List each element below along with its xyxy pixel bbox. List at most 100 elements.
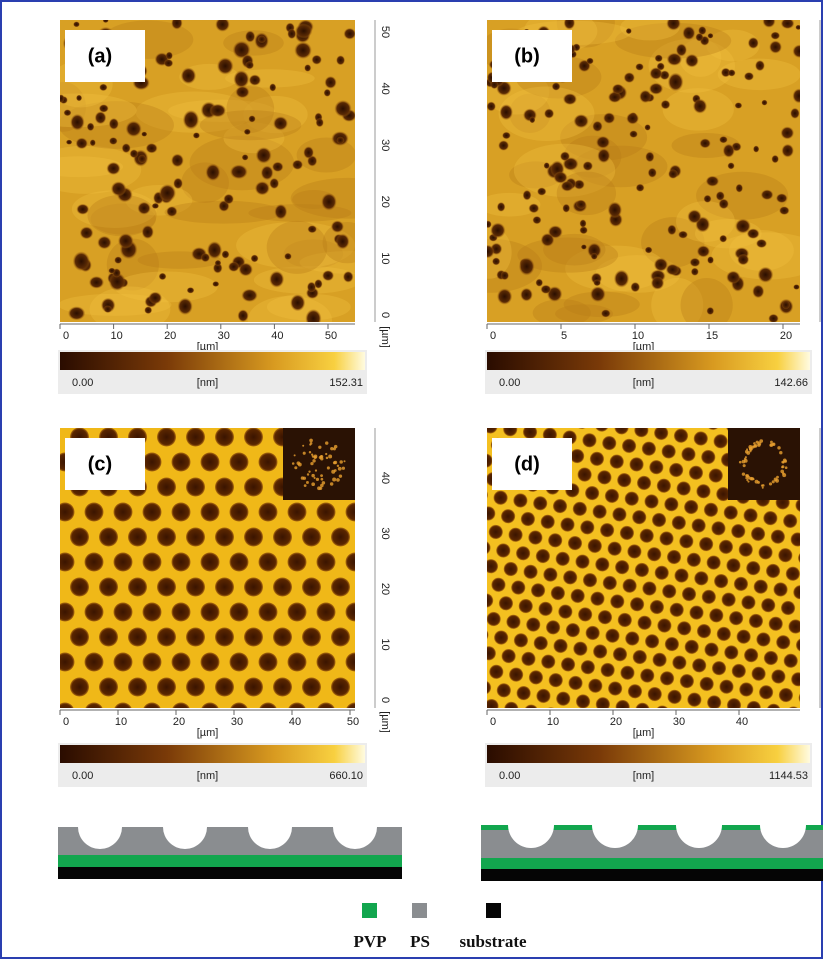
pore [336,55,345,65]
pore [593,279,601,286]
fft-dot [317,486,321,490]
pore [561,181,574,192]
pore [97,236,111,249]
pore [792,44,806,58]
fft-dot [774,478,778,482]
x-tick-label: 0 [63,330,69,342]
pore [748,37,759,49]
pore [103,18,109,23]
fft-dot [308,471,310,473]
pore [108,268,115,274]
x-tick-label: 10 [547,716,559,728]
pore [576,200,587,209]
fft-dot [334,445,338,449]
pore [241,289,258,302]
pore [535,279,543,287]
pore [719,235,727,243]
fft-dot [739,461,742,464]
pore [255,181,270,195]
fft-inset [728,428,800,500]
pore [487,101,496,111]
pore [118,233,134,249]
pore [795,25,801,30]
x-tick-label: 40 [271,330,283,342]
fft-dot [747,481,749,483]
pore [87,123,95,132]
pore [762,15,775,28]
pore [215,260,222,266]
pore [230,164,248,179]
pore [242,154,249,160]
pore [109,137,118,145]
pore [590,286,606,302]
panel-label: (c) [88,453,112,475]
colorbar-min: 0.00 [72,377,93,389]
legend-label: substrate [459,932,527,951]
pore [697,245,710,257]
pore [635,63,644,71]
pore [630,282,640,292]
y-tick-label: 40 [379,82,391,94]
fft-dot [312,459,315,462]
pore [744,72,754,81]
x-tick-label: 20 [610,716,622,728]
pore [111,181,127,196]
pore [284,253,292,260]
colorbar-unit: [nm] [197,377,218,389]
pore [324,89,331,97]
fft-dot [334,469,337,472]
pore [761,100,767,106]
colorbar [487,352,810,370]
pore [166,206,177,217]
pore [307,225,317,233]
pore [66,140,72,145]
pore [239,263,253,277]
fft-dot [292,462,295,465]
fft-dot [755,480,759,484]
pore [563,93,577,105]
legend-swatch [412,903,427,918]
pore [499,104,513,120]
pore [76,95,82,102]
figure: (a)01020304050[µm]01020304050[µm]0.00[nm… [0,0,823,959]
pore [106,162,120,175]
pore [248,115,255,122]
x-tick-label: 50 [325,330,337,342]
pore [272,162,284,172]
pore [68,306,85,320]
pore [520,288,533,302]
pore [166,52,173,60]
pore [322,270,334,281]
fft-dot [327,466,330,469]
pore [500,271,509,280]
fft-dot [322,481,325,484]
pore [324,76,336,89]
fft-dot [756,441,759,444]
pore [781,18,795,29]
pore [544,162,550,169]
pore [562,204,570,213]
pore [651,276,664,290]
x-tick-label: 0 [63,716,69,728]
pore [228,262,239,272]
pore [187,287,195,293]
pore [273,116,288,130]
pore [261,165,274,180]
fft-dot [339,474,342,477]
legend-swatch [486,903,501,918]
fft-dot [328,455,332,459]
fft-dot [309,451,311,453]
pore [519,257,535,275]
pore [691,268,699,276]
fft-dot [781,461,784,464]
pore [146,143,158,153]
pore [735,102,743,109]
pore [207,241,222,259]
fft-dot [325,441,328,444]
fft-dot [309,439,313,443]
pore [758,267,774,283]
pore [612,84,624,94]
fft-dot [311,474,314,477]
pore [109,118,119,130]
